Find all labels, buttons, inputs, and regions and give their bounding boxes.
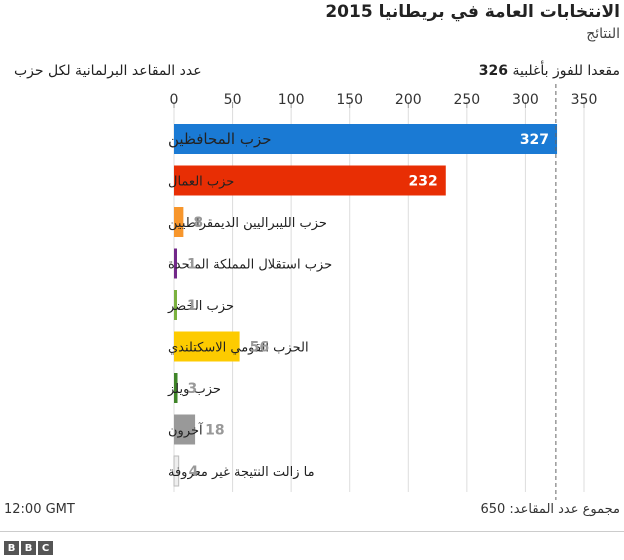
majority-label: مقعدا للفوز بأغلبية 326: [479, 63, 620, 79]
total-seats-note: مجموع عدد المقاعد: 650: [480, 502, 620, 517]
tick-label: 250: [453, 92, 480, 108]
bar: [174, 331, 240, 362]
tick-label: 50: [224, 92, 242, 108]
category-label: ما زالت النتيجة غير معروفة: [168, 465, 315, 480]
tick-label: 300: [512, 92, 539, 108]
data-label: 1: [187, 298, 197, 314]
tick-label: 0: [170, 92, 179, 108]
category-label: آخرون: [168, 422, 204, 439]
bar: [174, 290, 177, 320]
data-label: 3: [188, 381, 198, 397]
bbc-logo-letter: B: [4, 541, 19, 555]
x-axis-title: عدد المقاعد البرلمانية لكل حزب: [14, 63, 202, 79]
tick-label: 100: [278, 92, 305, 108]
tick-label: 350: [571, 92, 598, 108]
data-label: 4: [189, 464, 199, 480]
bbc-logo-letter: B: [21, 541, 36, 555]
bar: [174, 414, 196, 445]
bar: [173, 455, 180, 487]
chart-subtitle: النتائج: [586, 26, 620, 42]
data-label: 18: [205, 423, 224, 439]
data-label: 1: [187, 257, 197, 273]
data-label: 8: [193, 215, 203, 231]
category-label: حزب الخضر: [167, 299, 234, 314]
bar: [174, 124, 558, 154]
category-label: حزب المحافظين: [168, 130, 272, 148]
majority-label-value: 326: [478, 63, 509, 79]
tick-label: 200: [395, 92, 422, 108]
data-label: 56: [250, 340, 269, 356]
category-label: الحزب القومي الاسكتلندي: [168, 341, 309, 356]
chart-title: الانتخابات العامة في بريطانيا 2015: [325, 2, 620, 22]
majority-label-text: مقعدا للفوز بأغلبية: [512, 63, 620, 79]
bbc-logo-letter: C: [38, 541, 53, 555]
bar: [174, 373, 178, 403]
category-label: حزب ويلز: [167, 382, 221, 397]
bar: [174, 207, 184, 237]
category-label: حزب استقلال المملكة المتحدة: [168, 258, 332, 273]
timestamp: 12:00 GMT: [4, 502, 75, 517]
footer-divider: [0, 531, 624, 532]
category-label: حزب العمال: [168, 175, 234, 190]
bar: [174, 165, 446, 196]
category-label: حزب الليبراليين الديمقراطيين: [168, 216, 327, 231]
bar-chart: 0 50 100 150 200 250 300 350 حزب المحافظين 327 حزب…: [167, 84, 598, 500]
data-label: 327: [520, 132, 549, 148]
bar: [174, 248, 177, 279]
tick-label: 150: [336, 92, 363, 108]
data-label: 232: [409, 174, 438, 190]
bbc-logo: B B C: [4, 541, 53, 555]
